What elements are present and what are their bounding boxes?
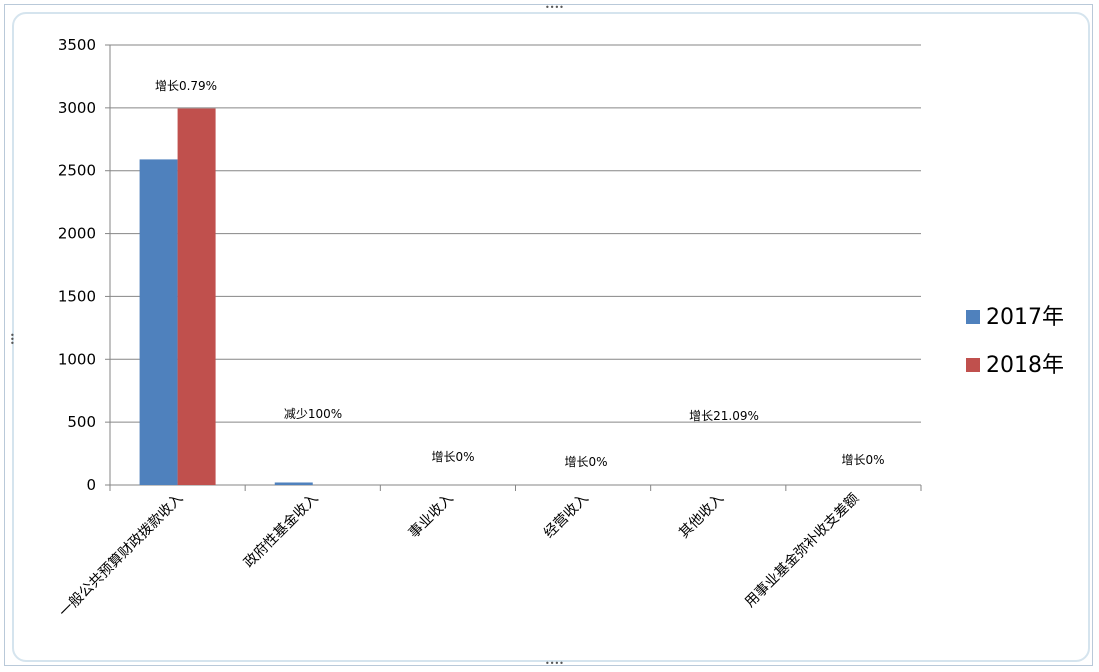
resize-handle-left[interactable]: • • • (10, 331, 15, 348)
legend-swatch (966, 358, 980, 372)
bars (139, 108, 313, 485)
bar (139, 159, 178, 485)
x-tick-label: 政府性基金收入 (240, 490, 321, 571)
y-tick-label: 1500 (58, 287, 96, 305)
data-annotation: 增长0.79% (155, 79, 217, 93)
y-axis-ticks: 0 500 1000 1500 2000 2500 3000 3500 (58, 36, 96, 494)
x-tick-label: 其他收入 (676, 491, 727, 542)
x-tick-label: 经营收入 (541, 491, 592, 542)
data-annotation: 增长0% (564, 455, 607, 469)
x-tick-label: 用事业基金弥补收支差额 (741, 490, 862, 611)
x-tick-label: 事业收入 (406, 491, 457, 542)
y-tick-label: 2500 (58, 162, 96, 180)
chart-frame (4, 4, 1093, 666)
x-axis: 一般公共预算财政拨款收入 政府性基金收入 事业收入 经营收入 其他收入 用事业基金弥补收支… (56, 485, 922, 621)
y-tick-label: 0 (86, 476, 96, 494)
legend-swatch (966, 310, 980, 324)
bar (177, 108, 216, 485)
y-tick-label: 3500 (58, 36, 96, 54)
y-tick-label: 1000 (58, 350, 96, 368)
data-annotation: 增长0% (841, 453, 884, 467)
y-tick-label: 500 (67, 413, 96, 431)
legend-label: 2018年 (986, 353, 1064, 378)
y-tick-label: 3000 (58, 99, 96, 117)
data-annotation: 增长0% (431, 450, 474, 464)
resize-handle-bottom[interactable]: •••• (545, 659, 564, 668)
legend-label: 2017年 (986, 305, 1064, 330)
resize-handle-top[interactable]: •••• (545, 3, 564, 12)
bar (274, 482, 313, 485)
x-tick-label: 一般公共预算财政拨款收入 (56, 491, 186, 621)
chart-area (12, 12, 1090, 662)
legend: 2017年 2018年 (966, 305, 1064, 378)
gridlines (105, 44, 921, 486)
annotations: 增长0.79% 减少100% 增长0% 增长0% 增长21.09% 增长0% (155, 79, 885, 469)
y-tick-label: 2000 (58, 225, 96, 243)
data-annotation: 增长21.09% (689, 409, 759, 423)
data-annotation: 减少100% (284, 407, 342, 421)
